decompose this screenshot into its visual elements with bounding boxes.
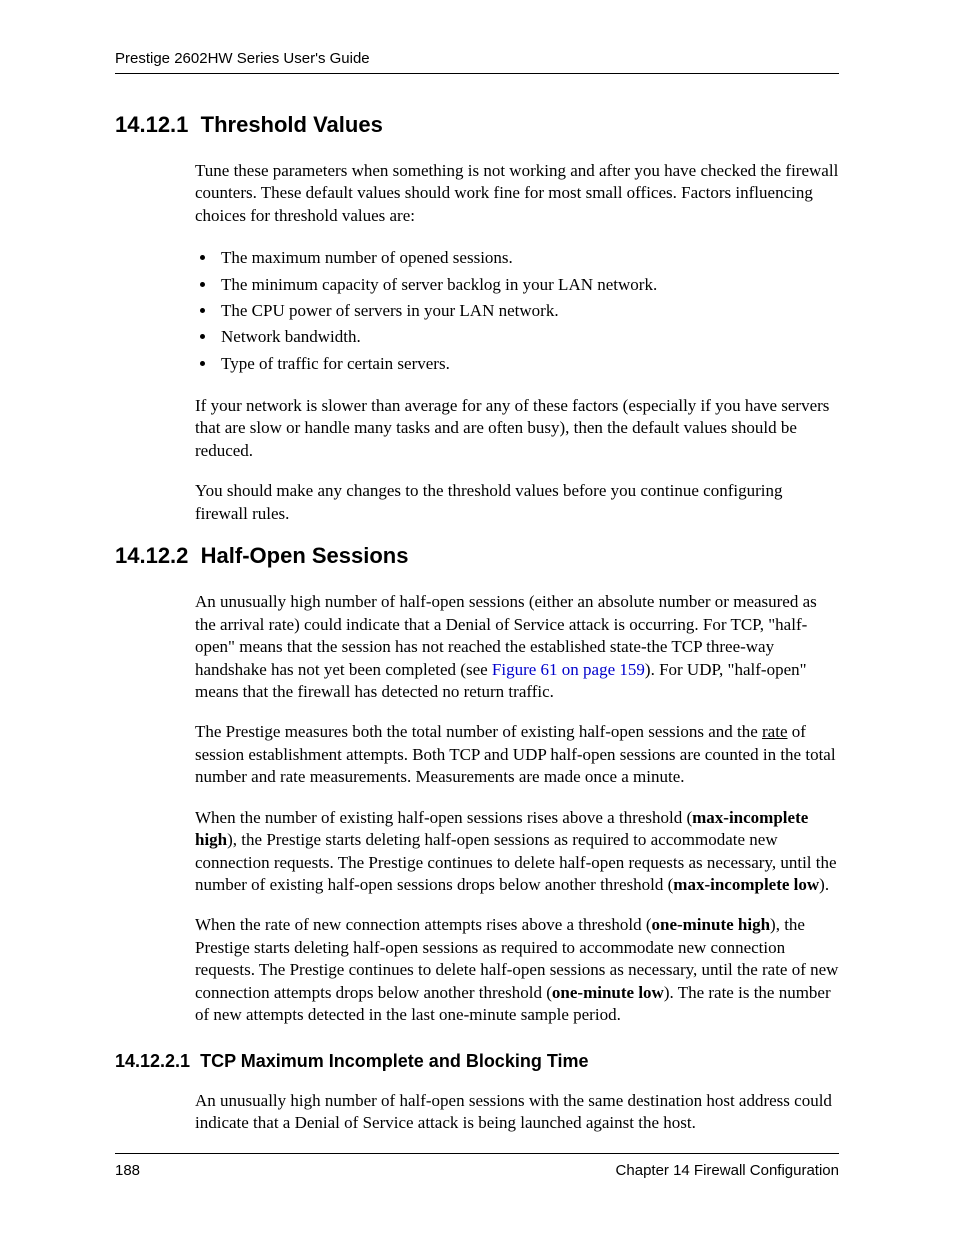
section2-para4: When the rate of new connection attempts… xyxy=(195,914,839,1026)
figure-link[interactable]: Figure 61 on page 159 xyxy=(492,660,645,679)
section2-body: An unusually high number of half-open se… xyxy=(195,591,839,1026)
running-header: Prestige 2602HW Series User's Guide xyxy=(115,50,839,74)
section1-para3: You should make any changes to the thres… xyxy=(195,480,839,525)
running-header-text: Prestige 2602HW Series User's Guide xyxy=(115,50,370,67)
heading-number: 14.12.2 xyxy=(115,543,188,568)
heading-number: 14.12.1 xyxy=(115,112,188,137)
heading-title: TCP Maximum Incomplete and Blocking Time xyxy=(200,1051,588,1071)
chapter-label: Chapter 14 Firewall Configuration xyxy=(616,1162,839,1179)
section1-para1: Tune these parameters when something is … xyxy=(195,160,839,227)
page: Prestige 2602HW Series User's Guide 14.1… xyxy=(0,0,954,1235)
bold-text: max-incomplete low xyxy=(673,875,819,894)
section2-para2: The Prestige measures both the total num… xyxy=(195,721,839,788)
heading-tcp-max-incomplete: 14.12.2.1 TCP Maximum Incomplete and Blo… xyxy=(115,1051,839,1072)
heading-title: Half-Open Sessions xyxy=(201,543,409,568)
bold-text: one-minute low xyxy=(552,983,664,1002)
text: When the rate of new connection attempts… xyxy=(195,915,651,934)
bold-text: one-minute high xyxy=(651,915,770,934)
section3-para1: An unusually high number of half-open se… xyxy=(195,1090,839,1135)
section1-body: Tune these parameters when something is … xyxy=(195,160,839,525)
bullet-item: The CPU power of servers in your LAN net… xyxy=(217,298,839,324)
section2-para1: An unusually high number of half-open se… xyxy=(195,591,839,703)
heading-half-open-sessions: 14.12.2 Half-Open Sessions xyxy=(115,543,839,569)
heading-title: Threshold Values xyxy=(201,112,383,137)
text: The Prestige measures both the total num… xyxy=(195,722,762,741)
heading-threshold-values: 14.12.1 Threshold Values xyxy=(115,112,839,138)
page-number: 188 xyxy=(115,1162,140,1179)
text: When the number of existing half-open se… xyxy=(195,808,692,827)
section1-bullets: The maximum number of opened sessions. T… xyxy=(195,245,839,377)
section2-para3: When the number of existing half-open se… xyxy=(195,807,839,897)
bullet-item: Type of traffic for certain servers. xyxy=(217,351,839,377)
text: ). xyxy=(819,875,829,894)
section3-body: An unusually high number of half-open se… xyxy=(195,1090,839,1135)
bullet-item: The minimum capacity of server backlog i… xyxy=(217,272,839,298)
page-footer: 188 Chapter 14 Firewall Configuration xyxy=(115,1153,839,1179)
bullet-item: The maximum number of opened sessions. xyxy=(217,245,839,271)
bullet-item: Network bandwidth. xyxy=(217,324,839,350)
heading-number: 14.12.2.1 xyxy=(115,1051,190,1071)
section1-para2: If your network is slower than average f… xyxy=(195,395,839,462)
underlined-text: rate xyxy=(762,722,787,741)
